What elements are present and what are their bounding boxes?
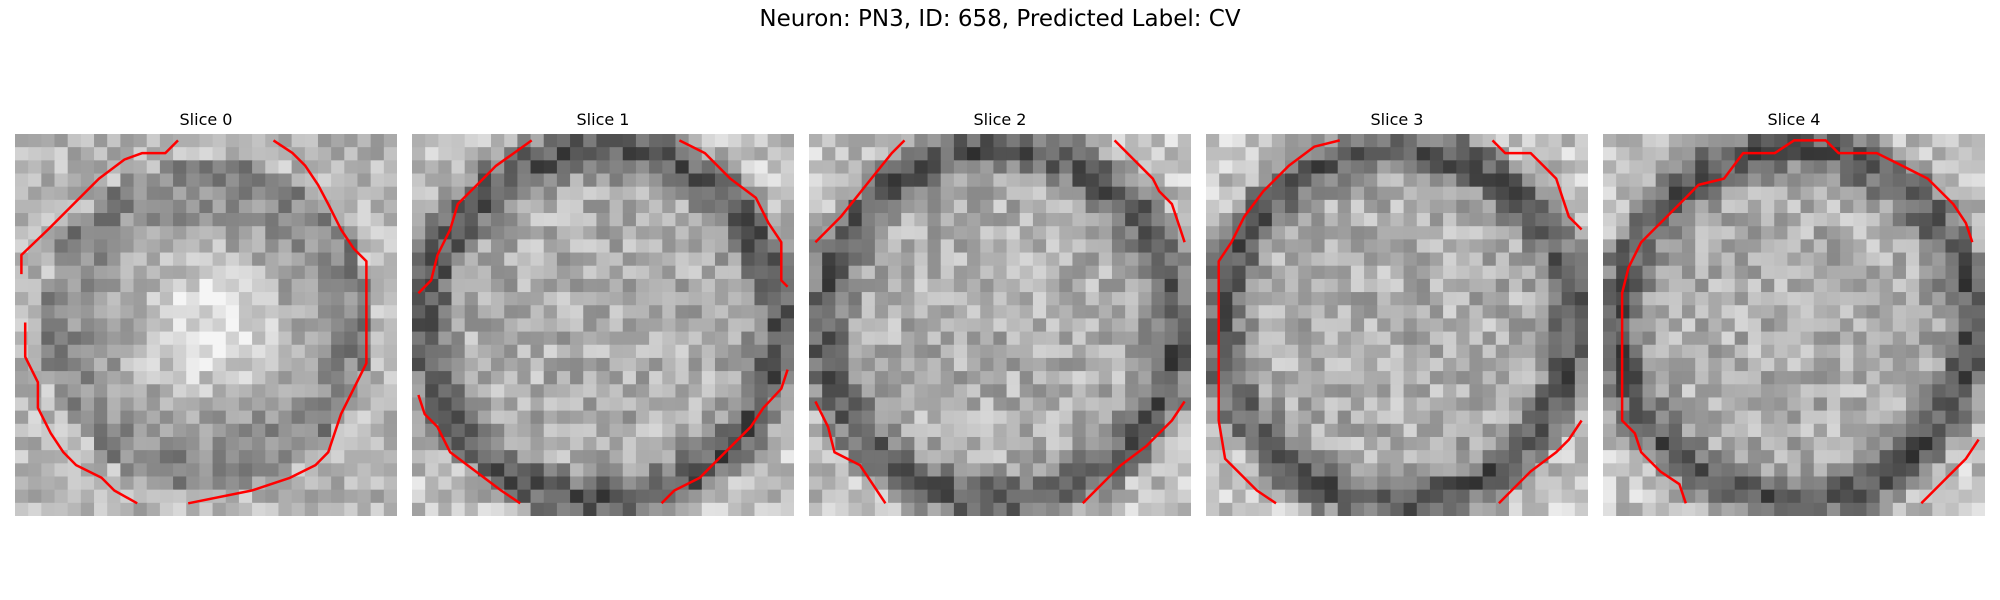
slice-panel-3: Slice 3 [1206, 108, 1588, 516]
slice-panel-1: Slice 1 [412, 108, 794, 516]
contour-line [1920, 438, 1980, 505]
slice-image [412, 134, 794, 516]
contour-line [417, 139, 533, 295]
slice-panel-2: Slice 2 [809, 108, 1191, 516]
contour-line [1491, 139, 1583, 231]
contour-line [417, 394, 521, 505]
slice-image [1206, 134, 1588, 516]
slice-title: Slice 2 [973, 110, 1027, 129]
contour-line [1620, 139, 1974, 504]
contour-line [1113, 139, 1186, 243]
contour-line [1498, 419, 1583, 505]
contour-line [1217, 139, 1340, 505]
slice-image [1603, 134, 1985, 516]
slice-title: Slice 0 [179, 110, 233, 129]
contour-line [814, 139, 906, 244]
slice-image [15, 134, 397, 516]
slice-title: Slice 4 [1767, 110, 1821, 129]
contour-line [678, 139, 789, 288]
contour-line [814, 400, 887, 504]
slice-image [809, 134, 1191, 516]
slice-panel-0: Slice 0 [15, 108, 397, 516]
slice-title: Slice 3 [1370, 110, 1424, 129]
contour-line [1081, 400, 1186, 505]
figure-title: Neuron: PN3, ID: 658, Predicted Label: C… [759, 6, 1241, 32]
slice-panel-4: Slice 4 [1603, 108, 1985, 516]
contour-line [660, 369, 789, 505]
contour-line [20, 139, 179, 275]
contour-line [187, 139, 368, 505]
contour-line [23, 322, 138, 505]
slice-title: Slice 1 [576, 110, 630, 129]
